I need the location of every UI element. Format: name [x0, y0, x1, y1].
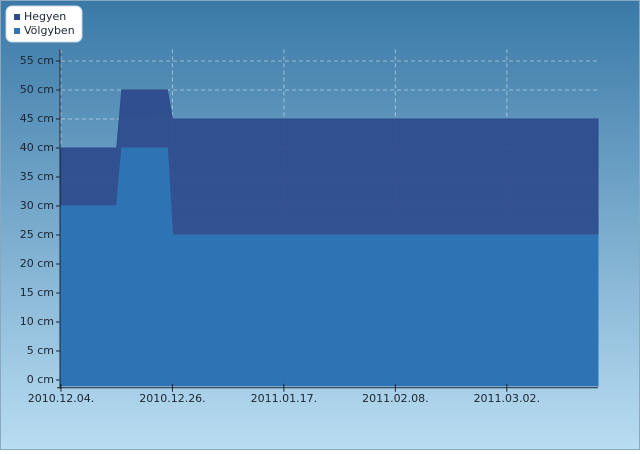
y-tick-label: 35 cm [20, 170, 54, 183]
x-tick-label: 2010.12.26. [139, 392, 205, 405]
legend-marker [14, 14, 20, 20]
legend-label: Hegyen [24, 10, 66, 23]
y-tick-label: 45 cm [20, 112, 54, 125]
legend-label: Völgyben [24, 24, 75, 37]
y-tick-label: 15 cm [20, 286, 54, 299]
y-tick-label: 20 cm [20, 257, 54, 270]
y-tick-label: 55 cm [20, 54, 54, 67]
x-tick-label: 2011.01.17. [251, 392, 317, 405]
area [60, 147, 599, 387]
y-tick-label: 40 cm [20, 141, 54, 154]
y-tick-label: 50 cm [20, 83, 54, 96]
x-tick-label: 2011.02.08. [362, 392, 428, 405]
x-tick-label: 2010.12.04. [28, 392, 94, 405]
y-tick-label: 25 cm [20, 228, 54, 241]
legend-marker [14, 28, 20, 34]
y-tick-label: 30 cm [20, 199, 54, 212]
y-tick-label: 10 cm [20, 315, 54, 328]
y-tick-label: 0 cm [27, 373, 54, 386]
legend-box [5, 5, 83, 43]
y-tick-label: 5 cm [27, 344, 54, 357]
x-tick-label: 2011.03.02. [474, 392, 540, 405]
